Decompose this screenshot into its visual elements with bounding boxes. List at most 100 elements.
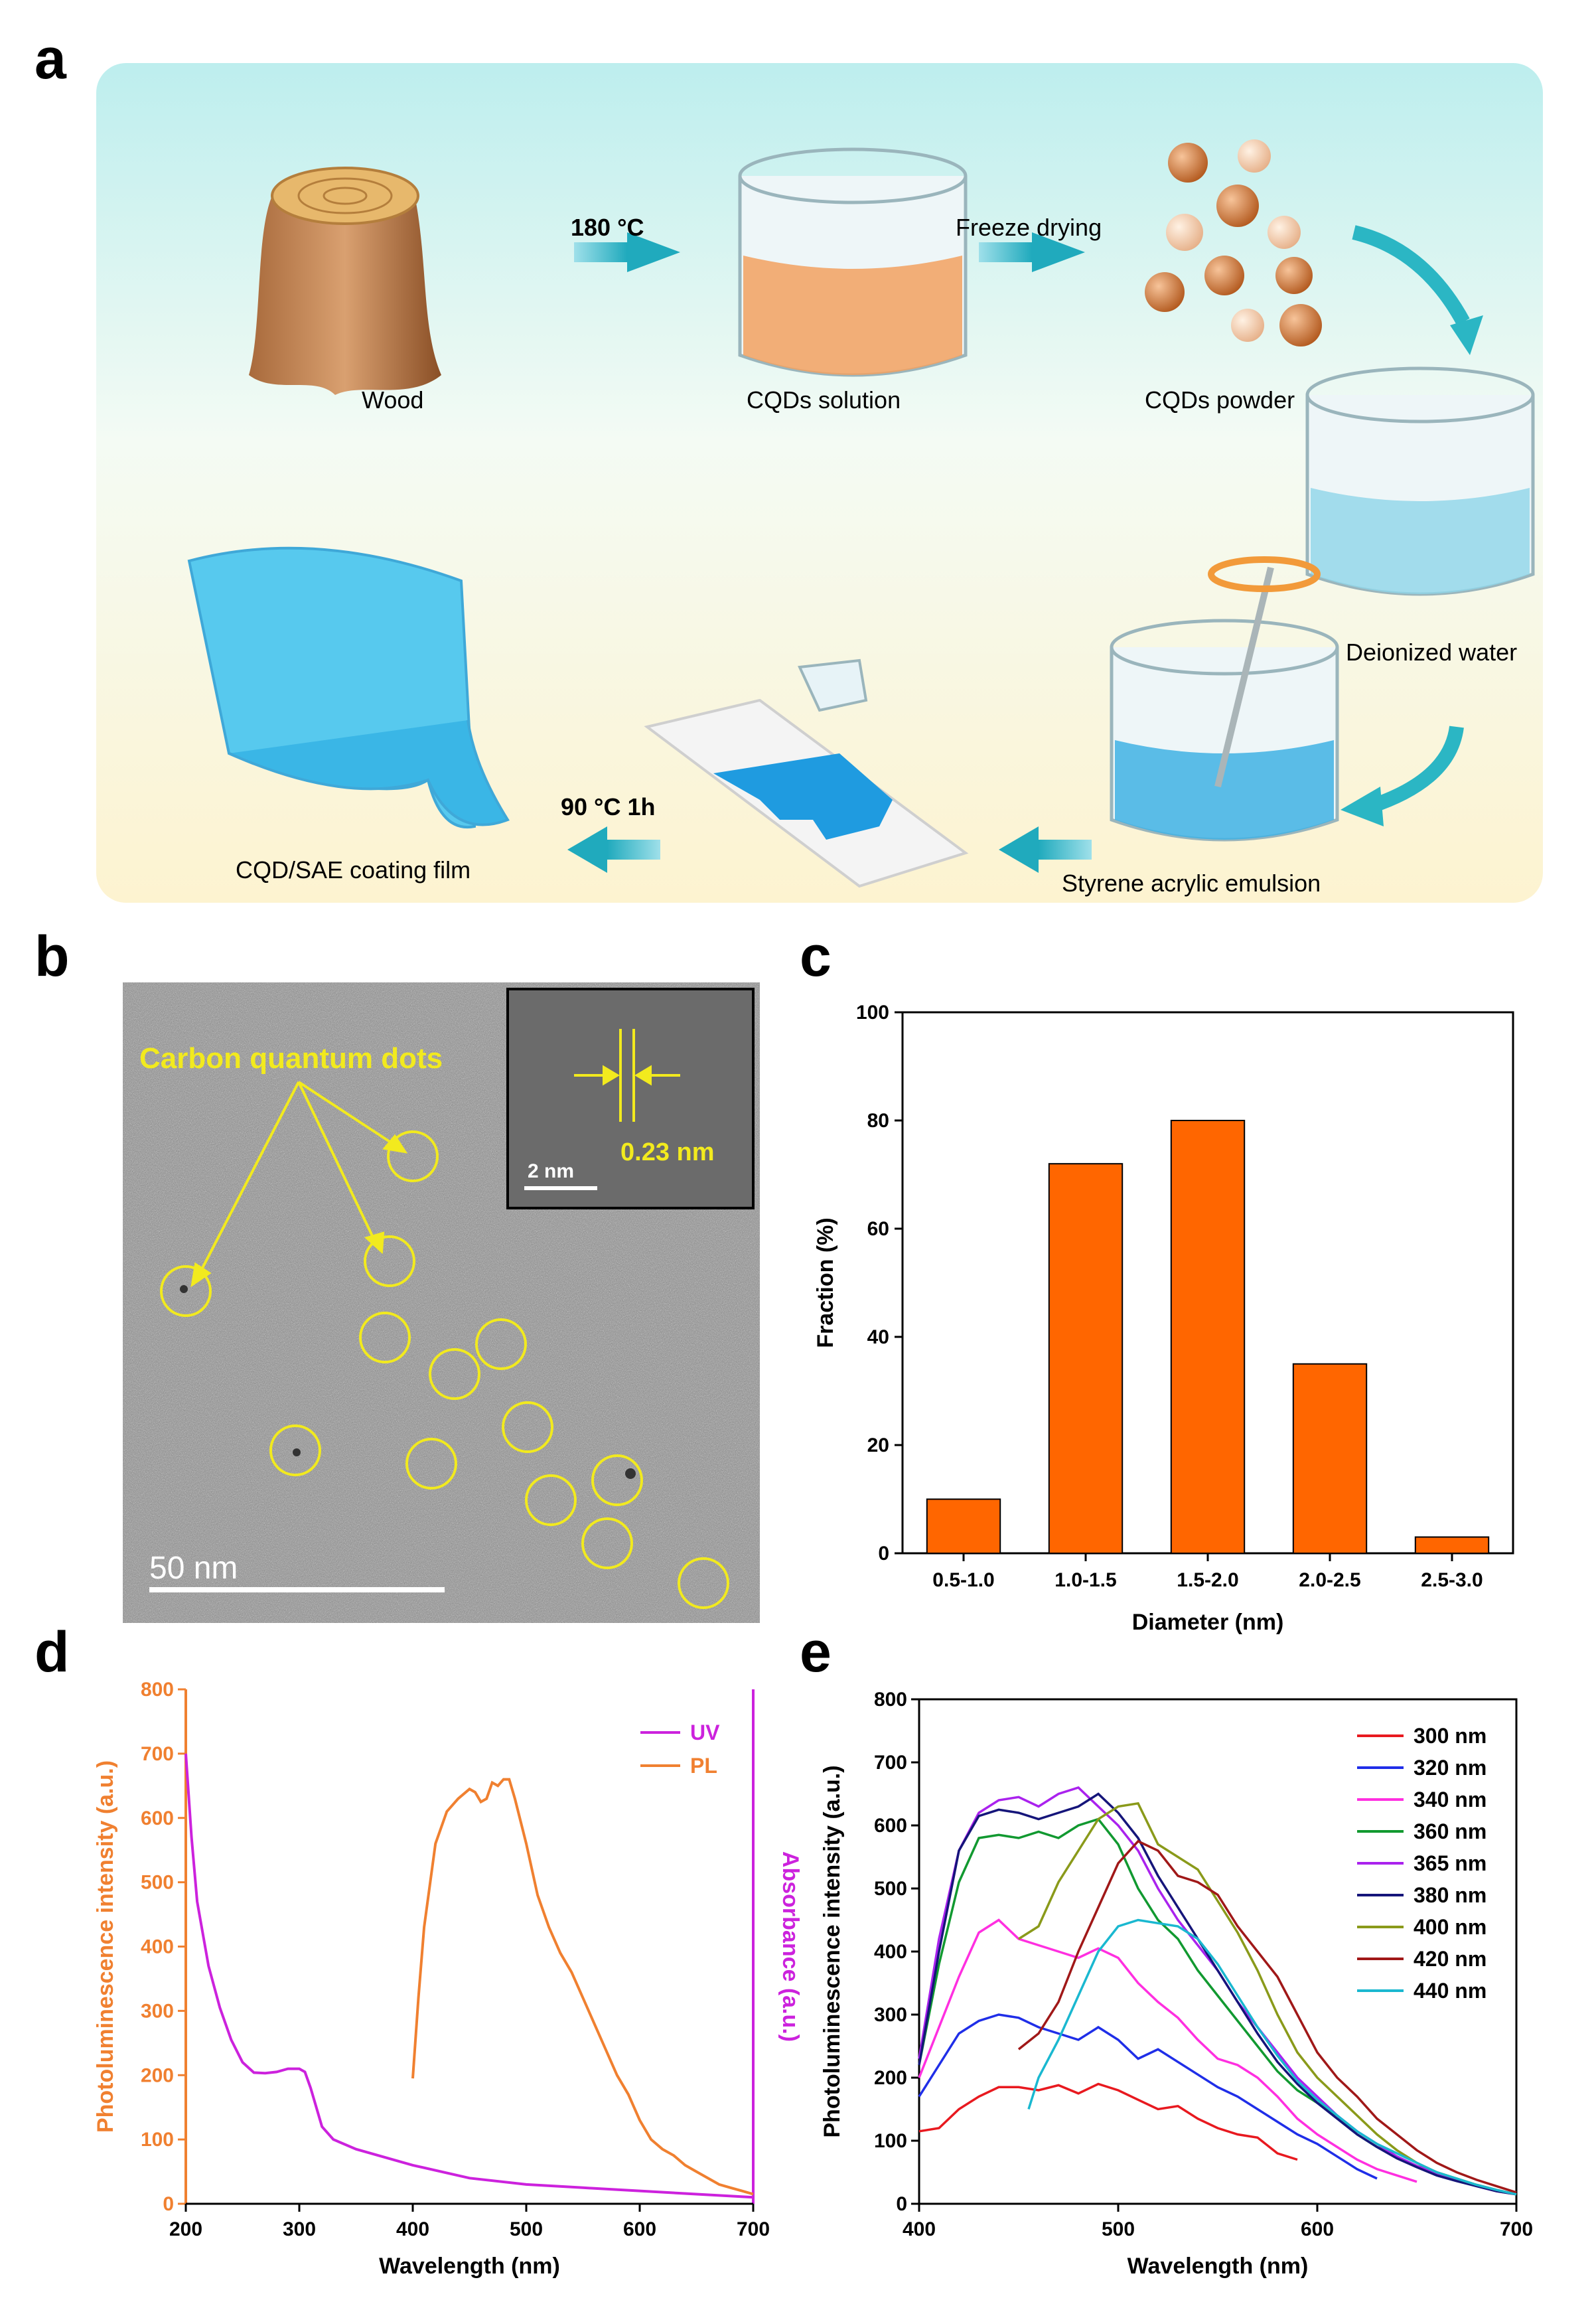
series-line	[918, 2013, 1378, 2180]
tem-image: Carbon quantum dots 0.23 nm 2 nm 50 nm	[123, 982, 760, 1623]
x-tick-label: 200	[169, 2218, 202, 2240]
coating-film-illustration	[187, 546, 510, 829]
x-tick-label: 400	[396, 2218, 429, 2240]
y-axis-label-right: Absorbance (a.u.)	[778, 1851, 803, 2042]
panel-label-a: a	[35, 27, 66, 91]
y-tick-label: 700	[141, 1743, 174, 1765]
coating-plate-illustration	[644, 658, 969, 888]
bar	[926, 1498, 1001, 1554]
panel-label-e: e	[800, 1620, 832, 1684]
freeze-drying-label: Freeze drying	[956, 214, 1102, 241]
bar	[1292, 1363, 1368, 1554]
panel-label-d: d	[35, 1620, 70, 1684]
wood-label: Wood	[362, 386, 424, 414]
x-tick-label: 2.5-3.0	[1421, 1569, 1483, 1591]
y-tick-label: 200	[874, 2067, 907, 2089]
y-tick-label: 700	[874, 1752, 907, 1774]
series-line	[1017, 1839, 1517, 2194]
x-tick-label: 400	[903, 2218, 936, 2240]
y-tick-label: 600	[141, 1807, 174, 1829]
legend-label: 420 nm	[1414, 1947, 1487, 1971]
y-tick-label: 0	[878, 1543, 889, 1565]
y-tick-label: 800	[874, 1689, 907, 1711]
x-axis-label: Diameter (nm)	[1132, 1610, 1284, 1635]
y-tick-label: 300	[141, 2000, 174, 2022]
y-tick-label: 400	[874, 1941, 907, 1963]
y-axis-label: Fraction (%)	[813, 1217, 838, 1347]
series-line	[1027, 1918, 1517, 2196]
series-line	[918, 1792, 1517, 2196]
y-tick-label: 100	[856, 1002, 889, 1024]
series-line	[918, 2082, 1298, 2161]
inset-scale-label: 2 nm	[528, 1160, 575, 1182]
emulsion-label: Styrene acrylic emulsion	[1062, 870, 1321, 897]
y-tick-label: 0	[896, 2193, 907, 2215]
x-tick-label: 2.0-2.5	[1299, 1569, 1360, 1591]
x-tick-label: 1.0-1.5	[1054, 1569, 1116, 1591]
y-tick-label: 80	[867, 1110, 889, 1132]
series-line-pl	[411, 1778, 754, 2196]
synthesis-schematic	[96, 63, 1543, 903]
emulsion-beaker	[1110, 556, 1339, 842]
y-tick-label: 400	[141, 1936, 174, 1958]
x-tick-label: 500	[510, 2218, 543, 2240]
series-line	[918, 1918, 1417, 2183]
legend-label: UV	[690, 1721, 720, 1744]
x-axis-label: Wavelength (nm)	[1127, 2254, 1309, 2279]
x-tick-label: 700	[1500, 2218, 1533, 2240]
x-tick-label: 600	[1301, 2218, 1334, 2240]
series-line-uv	[184, 1753, 754, 2199]
y-tick-label: 500	[874, 1878, 907, 1900]
legend-label: 320 nm	[1414, 1756, 1487, 1780]
y-tick-label: 600	[874, 1815, 907, 1837]
legend-label: 300 nm	[1414, 1724, 1487, 1748]
y-tick-label: 60	[867, 1218, 889, 1240]
lattice-spacing-label: 0.23 nm	[620, 1138, 715, 1166]
cqd-solution-beaker	[738, 147, 968, 377]
diameter-distribution-chart: 0 20 40 60 80 100 0.5-1.0 1.0-1.5 1.5-2.0 2.0-2.5…	[813, 1002, 1514, 1635]
y-tick-label: 200	[141, 2064, 174, 2086]
legend-label: 340 nm	[1414, 1788, 1487, 1811]
scale-bar-label: 50 nm	[149, 1551, 238, 1586]
wood-illustration	[249, 167, 441, 395]
legend-label: 360 nm	[1414, 1819, 1487, 1843]
cqd-powder-illustration	[1145, 139, 1322, 346]
legend-label: 440 nm	[1414, 1979, 1487, 2003]
film-label: CQD/SAE coating film	[236, 856, 471, 884]
uv-pl-spectra-chart: 0 100 200 300 400 500 600 700 800 200 300 400 500 600…	[93, 1679, 803, 2279]
y-tick-label: 800	[141, 1679, 174, 1701]
y-tick-label: 100	[141, 2129, 174, 2151]
water-label: Deionized water	[1346, 639, 1518, 666]
y-tick-label: 300	[874, 2004, 907, 2026]
y-tick-label: 20	[867, 1434, 889, 1456]
cqd-annotation: Carbon quantum dots	[139, 1042, 443, 1075]
cqd-solution-label: CQDs solution	[747, 386, 901, 414]
x-tick-label: 500	[1102, 2218, 1135, 2240]
x-tick-label: 600	[623, 2218, 656, 2240]
y-tick-label: 0	[163, 2193, 174, 2215]
x-axis-label: Wavelength (nm)	[379, 2254, 560, 2279]
bar	[1048, 1163, 1124, 1554]
y-tick-label: 500	[141, 1872, 174, 1894]
y-axis-label-left: Photoluminescence intensity (a.u.)	[93, 1760, 118, 2133]
series-line	[918, 1817, 1517, 2196]
x-tick-label: 700	[737, 2218, 770, 2240]
legend-label: 365 nm	[1414, 1851, 1487, 1875]
legend-label: 380 nm	[1414, 1883, 1487, 1907]
bar	[1170, 1120, 1246, 1554]
y-tick-label: 100	[874, 2130, 907, 2152]
x-tick-label: 1.5-2.0	[1177, 1569, 1238, 1591]
y-tick-label: 40	[867, 1326, 889, 1348]
heat-temperature-label: 180 °C	[571, 214, 644, 241]
cure-condition-label: 90 °C 1h	[561, 793, 656, 820]
legend-label: 400 nm	[1414, 1915, 1487, 1939]
water-beaker	[1305, 366, 1535, 596]
panel-label-c: c	[800, 925, 832, 988]
cqd-powder-label: CQDs powder	[1145, 386, 1295, 414]
legend-label: PL	[690, 1754, 717, 1778]
excitation-pl-chart: 0 100 200 300 400 500 600 700 800 400 500 600 700 300…	[820, 1689, 1533, 2279]
panel-label-b: b	[35, 925, 70, 988]
x-tick-label: 300	[283, 2218, 316, 2240]
x-tick-label: 0.5-1.0	[932, 1569, 994, 1591]
bar	[1414, 1536, 1490, 1554]
